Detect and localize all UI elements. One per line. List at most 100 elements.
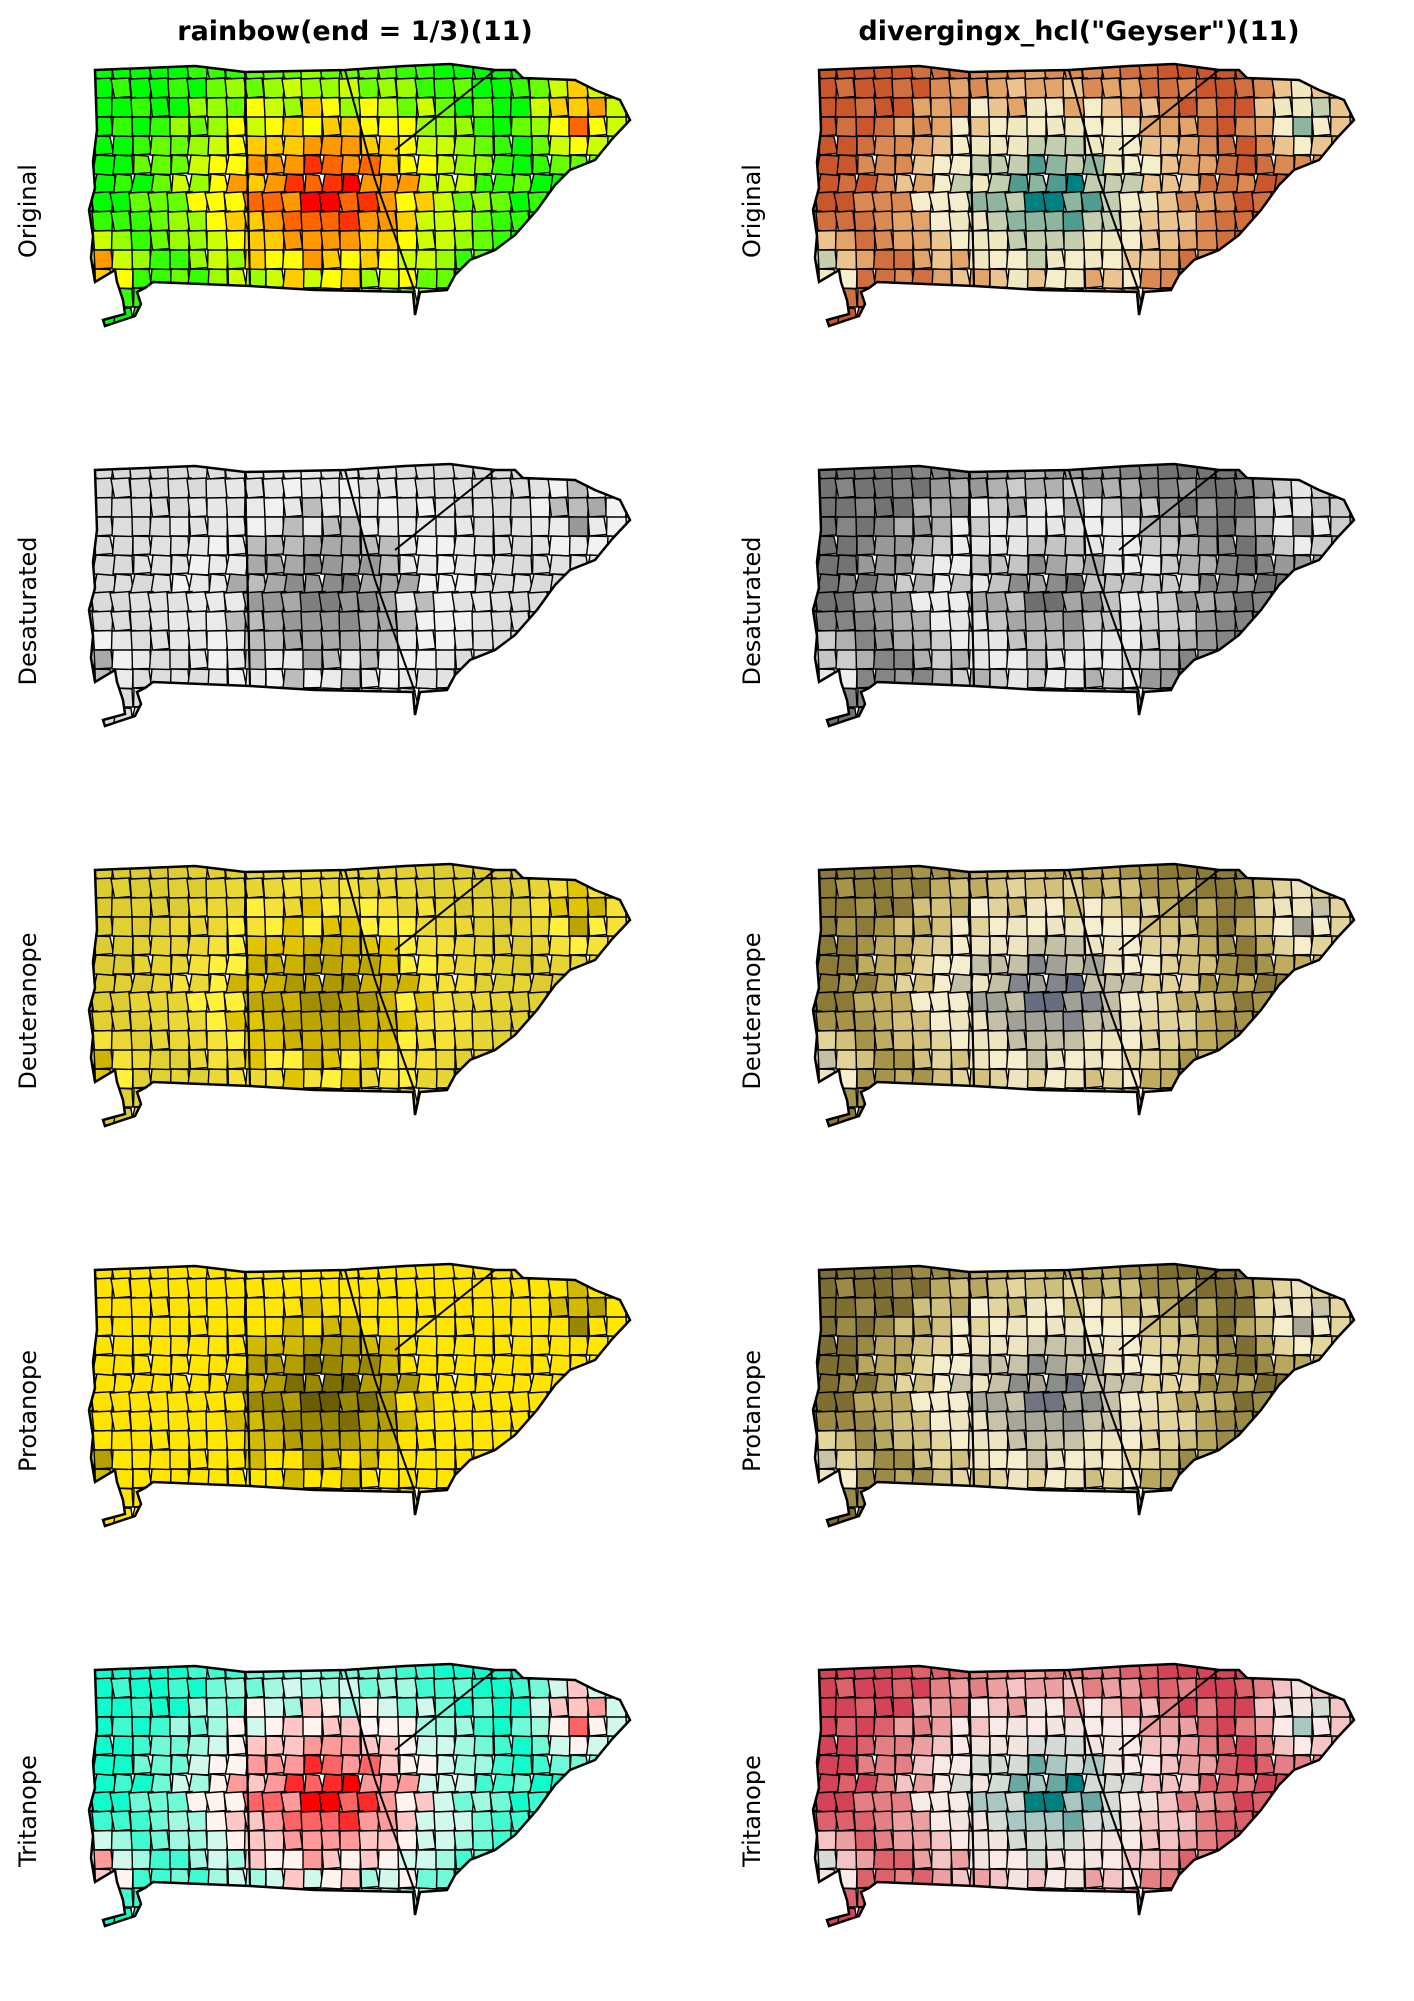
county-region <box>1218 1069 1237 1088</box>
county-region <box>414 59 435 80</box>
county-region <box>416 898 436 918</box>
county-region <box>1141 1355 1162 1375</box>
county-region <box>800 1374 820 1393</box>
county-region <box>378 250 400 270</box>
county-region <box>1103 936 1124 956</box>
county-region <box>76 1507 96 1526</box>
county-region <box>1254 307 1278 328</box>
county-region <box>1005 325 1026 346</box>
county-region <box>284 955 305 975</box>
county-region <box>75 1717 96 1737</box>
county-region <box>132 1450 151 1469</box>
county-region <box>549 1736 571 1756</box>
county-region <box>623 192 646 213</box>
county-region <box>76 1107 96 1126</box>
county-region <box>896 1507 915 1526</box>
county-region <box>301 1544 324 1565</box>
county-region <box>988 364 1008 384</box>
county-region <box>608 688 628 707</box>
county-region <box>360 1050 379 1069</box>
county-region <box>436 1850 455 1869</box>
county-region <box>1083 1107 1105 1127</box>
county-region <box>225 1011 246 1031</box>
county-region <box>492 688 516 709</box>
county-region <box>91 1525 114 1546</box>
county-region <box>1178 555 1200 575</box>
county-region <box>799 1183 820 1203</box>
county-region <box>438 1107 457 1126</box>
county-region <box>267 1088 286 1107</box>
county-region <box>799 1069 819 1088</box>
county-region <box>1103 155 1123 174</box>
county-region <box>604 192 625 213</box>
county-region <box>607 650 628 670</box>
county-region <box>247 707 267 726</box>
county-region <box>799 383 820 403</box>
county-region <box>110 1925 131 1946</box>
county-region <box>438 307 457 326</box>
county-region <box>1062 192 1083 213</box>
county-region <box>264 1031 284 1051</box>
county-region <box>494 1736 513 1755</box>
county-region <box>1025 344 1048 365</box>
county-region <box>455 783 474 802</box>
county-region <box>1235 1431 1259 1452</box>
county-region <box>528 1659 552 1681</box>
county-region <box>549 1431 569 1451</box>
county-region <box>341 1583 362 1603</box>
county-region <box>550 307 571 326</box>
county-region <box>435 1431 456 1451</box>
county-region <box>951 650 970 669</box>
county-region <box>284 707 305 726</box>
county-region <box>1138 1259 1159 1280</box>
county-region <box>189 1317 208 1336</box>
county-region <box>949 611 970 631</box>
county-region <box>264 498 284 518</box>
county-region <box>1160 250 1179 269</box>
county-region <box>265 1983 284 2001</box>
county-region <box>1350 383 1369 402</box>
county-region <box>1254 1564 1274 1584</box>
county-region <box>549 250 573 271</box>
county-region <box>262 1259 286 1281</box>
county-region <box>1348 1011 1369 1031</box>
county-region <box>319 459 341 480</box>
county-region <box>92 1144 113 1164</box>
county-region <box>853 1125 877 1147</box>
county-region <box>475 707 495 726</box>
county-region <box>491 344 512 364</box>
county-region <box>894 383 913 402</box>
county-region <box>1272 478 1292 498</box>
county-region <box>835 1011 855 1031</box>
county-region <box>1064 1564 1086 1585</box>
county-region <box>1312 383 1331 402</box>
county-region <box>1045 1355 1067 1375</box>
county-region <box>1196 344 1220 366</box>
county-region <box>1311 98 1331 118</box>
county-region <box>1007 231 1027 251</box>
county-region <box>205 1125 226 1146</box>
county-region <box>1257 688 1276 707</box>
county-region <box>817 1031 837 1051</box>
county-region <box>322 650 341 669</box>
county-region <box>321 1831 341 1851</box>
county-region <box>1256 136 1275 155</box>
county-region <box>1065 650 1086 670</box>
county-region <box>911 1678 931 1698</box>
county-region <box>1235 917 1257 937</box>
county-region <box>796 1259 817 1280</box>
county-region <box>1349 1088 1373 1109</box>
county-region <box>1179 1583 1198 1602</box>
county-region <box>548 878 568 898</box>
county-region <box>189 707 210 727</box>
county-region <box>532 1469 551 1488</box>
county-region <box>92 1011 113 1031</box>
county-region <box>281 325 302 346</box>
county-region <box>1139 1278 1159 1298</box>
county-region <box>226 1564 246 1584</box>
county-region <box>493 517 512 536</box>
county-region <box>608 1774 628 1793</box>
county-region <box>492 1564 512 1584</box>
county-region <box>1141 574 1162 593</box>
county-region <box>358 1811 379 1831</box>
